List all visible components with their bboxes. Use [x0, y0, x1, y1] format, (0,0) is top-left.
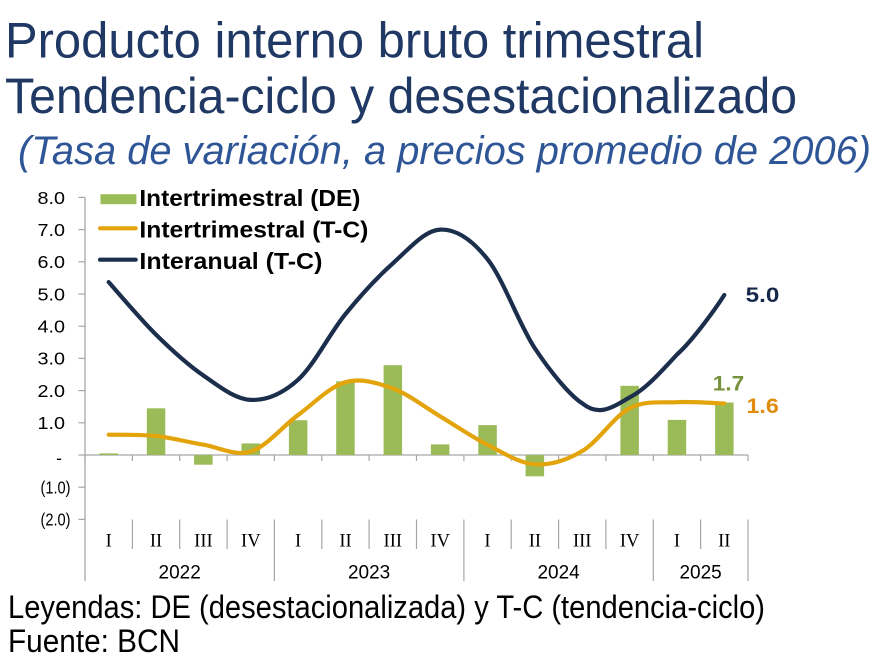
svg-text:Tendencia-ciclo y desestaciona: Tendencia-ciclo y desestacionalizado	[5, 68, 797, 124]
svg-text:2.0: 2.0	[38, 381, 66, 401]
svg-text:(2.0): (2.0)	[41, 510, 71, 530]
svg-text:(1.0): (1.0)	[41, 478, 71, 498]
svg-text:2022: 2022	[159, 563, 201, 584]
svg-text:2025: 2025	[679, 563, 721, 584]
svg-text:Producto interno bruto trimest: Producto interno bruto trimestral	[5, 13, 704, 69]
svg-text:III: III	[384, 532, 402, 552]
svg-text:2023: 2023	[348, 563, 390, 584]
svg-text:7.0: 7.0	[38, 220, 66, 240]
svg-text:II: II	[529, 532, 541, 552]
svg-text:5.0: 5.0	[746, 283, 780, 307]
svg-text:(Tasa de variación, a precios: (Tasa de variación, a precios promedio d…	[18, 129, 871, 173]
svg-text:8.0: 8.0	[38, 188, 66, 208]
svg-text:3.0: 3.0	[38, 349, 66, 369]
svg-text:I: I	[106, 532, 112, 552]
svg-text:III: III	[194, 532, 212, 552]
svg-text:1.7: 1.7	[713, 372, 744, 396]
svg-text:Interanual (T-C): Interanual (T-C)	[139, 248, 322, 274]
svg-text:II: II	[718, 532, 730, 552]
svg-text:Fuente: BCN: Fuente: BCN	[8, 623, 180, 659]
svg-text:I: I	[674, 532, 680, 552]
svg-text:IV: IV	[241, 532, 261, 552]
svg-text:5.0: 5.0	[38, 284, 66, 304]
svg-text:1.6: 1.6	[747, 394, 779, 418]
svg-text:Intertrimestral (DE): Intertrimestral (DE)	[139, 185, 360, 211]
svg-text:II: II	[339, 532, 351, 552]
svg-text:III: III	[573, 532, 591, 552]
svg-text:Intertrimestral (T-C): Intertrimestral (T-C)	[139, 217, 368, 243]
svg-text:Leyendas: DE (desestacionaliza: Leyendas: DE (desestacionalizada) y T-C …	[8, 589, 765, 625]
svg-text:II: II	[150, 532, 162, 552]
svg-text:1.0: 1.0	[38, 413, 66, 433]
svg-text:I: I	[484, 532, 490, 552]
svg-text:IV: IV	[620, 532, 640, 552]
svg-text:-: -	[56, 448, 62, 468]
svg-text:6.0: 6.0	[38, 252, 66, 272]
svg-text:4.0: 4.0	[38, 317, 66, 337]
svg-text:IV: IV	[430, 532, 450, 552]
svg-text:I: I	[295, 532, 301, 552]
svg-text:2024: 2024	[537, 563, 580, 584]
